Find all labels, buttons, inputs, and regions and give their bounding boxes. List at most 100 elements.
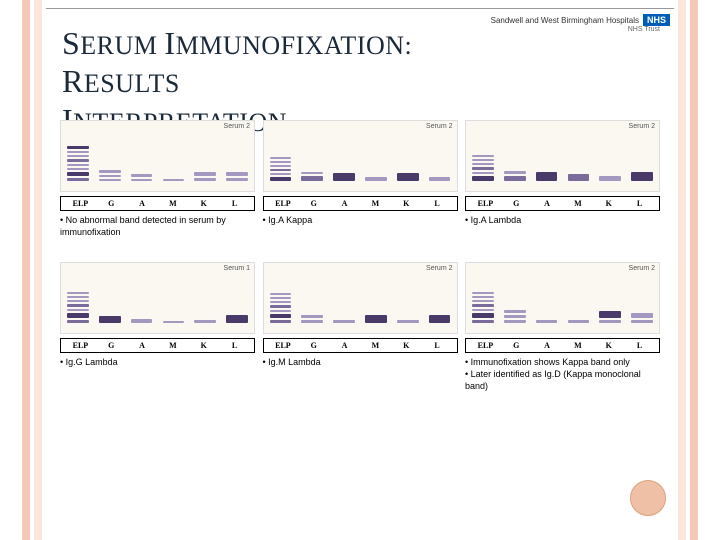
gel-lane: [568, 275, 590, 323]
gel-lane: [365, 133, 387, 181]
gel-image: Serum 2: [263, 120, 458, 192]
gel-band: [472, 155, 494, 157]
lane-label: L: [219, 199, 250, 208]
panel-caption: Ig.A Lambda: [465, 215, 660, 227]
lane-label: G: [501, 341, 532, 350]
lane-label: ELP: [268, 341, 299, 350]
gel-band: [270, 314, 292, 318]
gel-band: [99, 170, 121, 173]
gel-band: [67, 168, 89, 170]
lane-label: ELP: [470, 199, 501, 208]
gel-band: [472, 172, 494, 174]
gel-lane: [301, 133, 323, 181]
gel-band: [226, 315, 248, 323]
gel-lane: [568, 133, 590, 181]
gel-band: [67, 309, 89, 311]
gel-lane: [472, 133, 494, 181]
gel-band: [67, 320, 89, 323]
gel-band: [301, 176, 323, 181]
gel-band: [397, 320, 419, 323]
gel-band: [163, 321, 185, 323]
gel-band: [504, 315, 526, 318]
gel-band: [599, 320, 621, 323]
gel-panel: Serum 1ELPGAMKLIg.G Lambda: [60, 262, 255, 392]
gel-lane: [631, 275, 653, 323]
gel-band: [301, 315, 323, 318]
gel-lane: [599, 275, 621, 323]
gel-band: [333, 173, 355, 181]
right-outer-bar: [690, 0, 698, 540]
gel-lane: [429, 133, 451, 181]
gel-lane: [365, 275, 387, 323]
gel-band: [131, 174, 153, 177]
gel-band: [67, 178, 89, 181]
gel-band: [599, 176, 621, 181]
gel-band: [270, 293, 292, 295]
lane-label: A: [127, 341, 158, 350]
gel-lane: [599, 133, 621, 181]
lane-label: M: [360, 199, 391, 208]
lane-label: M: [157, 341, 188, 350]
gel-band: [472, 163, 494, 165]
gel-band: [429, 177, 451, 181]
gel-lane: [504, 275, 526, 323]
lane-label: K: [188, 341, 219, 350]
left-inner-bar: [34, 0, 42, 540]
gel-band: [472, 167, 494, 170]
gel-band: [99, 179, 121, 181]
gel-band: [270, 177, 292, 181]
lane-label: K: [593, 341, 624, 350]
title-line-1: SERUM IMMUNOFIXATION: RESULTS: [62, 24, 520, 101]
lane-label: ELP: [470, 341, 501, 350]
gel-lane: [226, 133, 248, 181]
gel-band: [67, 155, 89, 157]
gel-lane: [99, 133, 121, 181]
gel-serum-label: Serum 2: [224, 123, 250, 130]
gel-band: [194, 178, 216, 181]
gel-lane: [163, 275, 185, 323]
gel-band: [194, 320, 216, 323]
gel-band: [429, 315, 451, 323]
lane-label: G: [96, 199, 127, 208]
gel-band: [270, 297, 292, 299]
panel-caption: No abnormal band detected in serum by im…: [60, 215, 255, 238]
gel-band: [301, 172, 323, 174]
gel-band: [226, 178, 248, 181]
lane-label: A: [532, 341, 563, 350]
gel-band: [67, 304, 89, 307]
gel-band: [568, 174, 590, 181]
lane-label: G: [501, 199, 532, 208]
lane-label: K: [391, 199, 422, 208]
left-outer-bar: [22, 0, 30, 540]
gel-band: [472, 300, 494, 302]
panel-caption: Ig.G Lambda: [60, 357, 255, 369]
lane-labels-box: ELPGAMKL: [60, 196, 255, 211]
lane-label: M: [562, 341, 593, 350]
gel-band: [270, 305, 292, 308]
lane-label: A: [329, 199, 360, 208]
gel-serum-label: Serum 2: [426, 265, 452, 272]
gel-band: [270, 157, 292, 159]
gel-lane: [194, 133, 216, 181]
gel-band: [67, 313, 89, 318]
gel-lane: [67, 133, 89, 181]
gel-band: [536, 172, 558, 181]
gel-band: [504, 176, 526, 181]
gel-band: [270, 310, 292, 312]
gel-lane: [397, 133, 419, 181]
panel-caption-secondary: Later identified as Ig.D (Kappa monoclon…: [465, 369, 660, 392]
gel-band: [599, 311, 621, 318]
gel-lane: [504, 133, 526, 181]
panel-caption: Ig.M Lambda: [263, 357, 458, 369]
gel-lane: [472, 275, 494, 323]
gel-lane: [270, 275, 292, 323]
lane-label: G: [298, 341, 329, 350]
panels-grid: Serum 2ELPGAMKLNo abnormal band detected…: [60, 120, 660, 506]
gel-band: [270, 169, 292, 171]
lane-label: A: [532, 199, 563, 208]
gel-lanes: [67, 133, 248, 181]
gel-serum-label: Serum 2: [629, 123, 655, 130]
panel-row: Serum 1ELPGAMKLIg.G LambdaSerum 2ELPGAMK…: [60, 262, 660, 392]
panel-caption: Immunofixation shows Kappa band only: [465, 357, 660, 369]
gel-band: [67, 151, 89, 153]
